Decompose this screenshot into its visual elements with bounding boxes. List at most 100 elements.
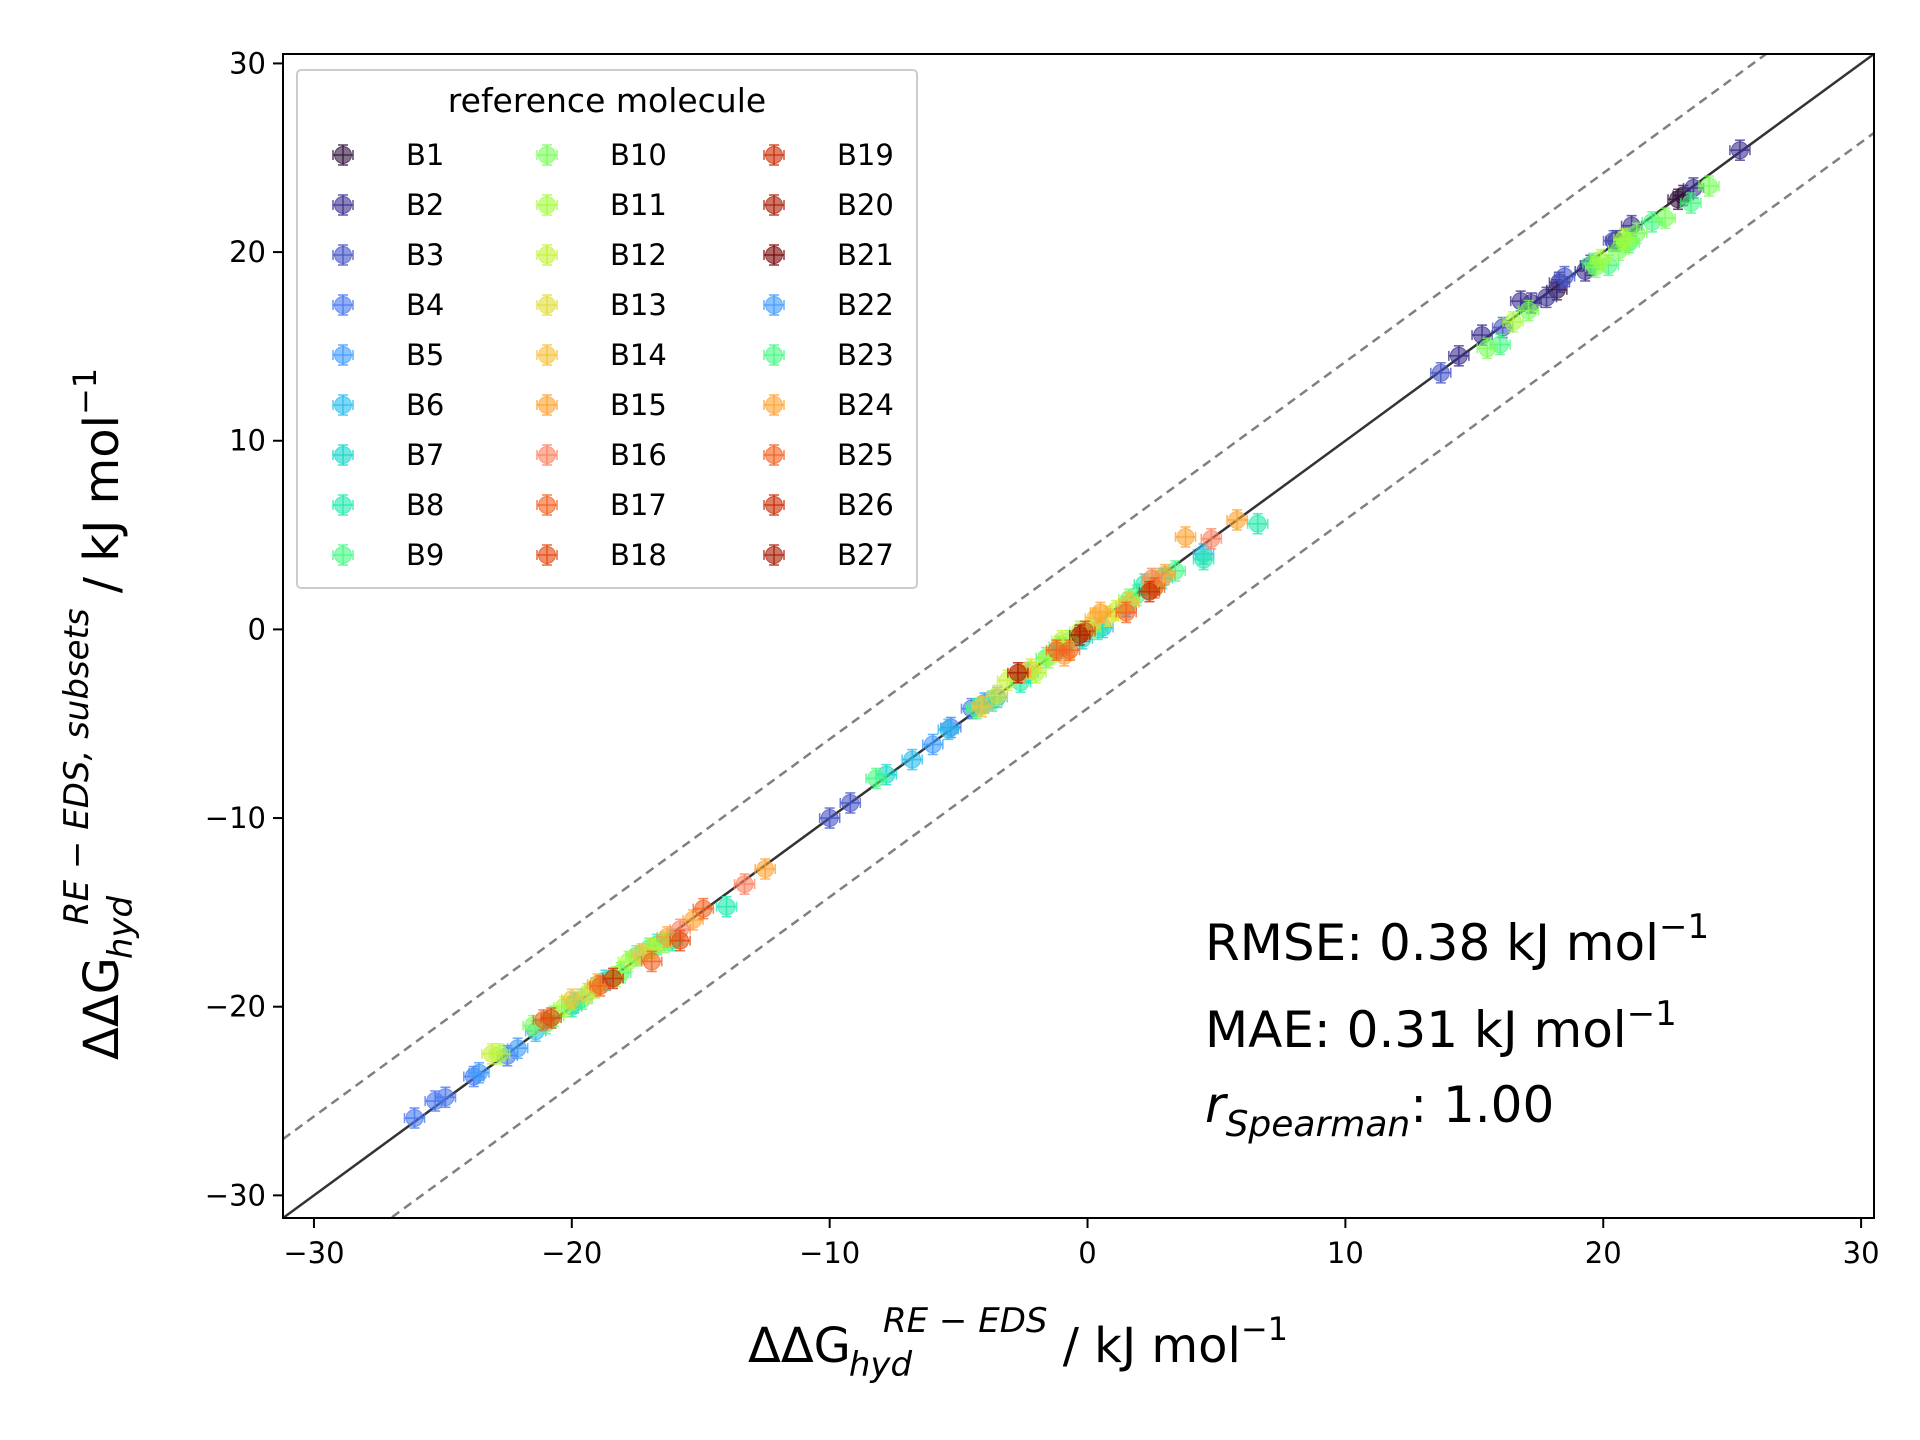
legend-marker-b17 [536,494,558,516]
x-tick-label: −10 [799,1236,860,1270]
point-b19 [971,695,993,718]
x-tick-label: 30 [1843,1236,1880,1270]
legend-label-b23: B23 [837,338,894,372]
point-b2 [1729,139,1751,162]
legend-marker-b13 [536,294,558,316]
legend-label-b13: B13 [610,288,667,322]
legend-label-b16: B16 [610,438,667,472]
legend-entry-b1: B1 [332,138,444,172]
legend-entry-b17: B17 [536,488,667,522]
point-b19 [561,988,583,1010]
legend-entries: B1 B2 B3 B4 B5 B6 B7 B8 B9 B10 B11 B12 B13 B14 B15 B16 B… [332,138,894,572]
point-b6 [937,718,960,741]
legend-entry-b10: B10 [536,138,667,172]
point-b2 [1535,286,1558,309]
x-tick-label: 10 [1327,1236,1364,1270]
legend-entry-b12: B12 [536,238,667,272]
legend-entry-b23: B23 [763,338,894,372]
legend-label-b21: B21 [837,238,894,272]
point-b27 [1007,661,1029,684]
legend-entry-b16: B16 [536,438,667,472]
point-b13 [1654,207,1676,229]
legend-marker-b5 [332,344,354,366]
x-axis-title: ΔΔGhydRE − EDS / kJ mol−1 [748,1301,1288,1385]
point-b20 [1089,601,1112,624]
point-b2 [1471,324,1493,346]
legend-marker-b10 [536,144,558,166]
stats-spearman: rSpearman: 1.00 [1205,1076,1554,1145]
legend-label-b2: B2 [406,188,444,222]
legend-entry-b14: B14 [536,338,667,372]
point-b6 [901,748,923,771]
legend-marker-b18 [536,544,558,566]
x-axis-title-unit: / kJ mol [1047,1318,1240,1374]
legend-entry-b13: B13 [536,288,667,322]
stats-spearman-sub: Spearman [1226,1104,1411,1145]
legend-label-b5: B5 [406,338,444,372]
ref-line-upper-bound [283,54,1769,1141]
point-b13 [1517,299,1540,322]
stats-rmse: RMSE: 0.38 kJ mol−1 [1205,907,1709,972]
legend-label-b26: B26 [837,488,894,522]
legend-label-b19: B19 [837,138,894,172]
legend-label-b7: B7 [406,438,444,472]
plot-frame [282,53,1875,1219]
point-b5 [922,733,944,756]
y-axis-title-sub: hyd [101,895,141,959]
point-b23 [692,897,715,920]
y-tick-label: 20 [229,235,266,269]
legend-entry-b19: B19 [763,138,894,172]
point-b11 [1680,192,1702,214]
point-b26 [602,967,624,990]
point-b21 [682,909,704,931]
y-tick-label: 30 [229,46,266,80]
point-b3 [1553,265,1576,288]
legend-label-b15: B15 [610,388,667,422]
y-axis-title-prefix: ΔΔG [74,957,130,1060]
legend-label-b12: B12 [610,238,667,272]
point-b17 [481,1043,503,1065]
data-points [403,139,1751,1129]
legend-frame [296,69,918,589]
point-b25 [540,1007,562,1029]
legend-label-b17: B17 [610,488,667,522]
legend-marker-b27 [763,544,785,566]
x-tick-label: 20 [1585,1236,1622,1270]
legend-title: reference molecule [448,81,766,120]
legend-marker-b21 [763,244,785,266]
y-tick-label: −20 [205,990,266,1024]
point-b8 [1246,512,1269,535]
point-b5 [468,1061,490,1084]
legend-label-b3: B3 [406,238,444,272]
legend-label-b22: B22 [837,288,894,322]
legend-entry-b6: B6 [332,388,444,422]
legend-label-b6: B6 [406,388,444,422]
y-tick-label: 0 [248,612,266,646]
stats-mae-text: MAE: 0.31 kJ mol [1205,1001,1627,1059]
legend-entry-b18: B18 [536,538,667,572]
legend-label-b10: B10 [610,138,667,172]
legend-label-b4: B4 [406,288,444,322]
point-b3 [839,792,862,814]
y-tick-label: 10 [229,424,266,458]
point-b24 [1115,601,1138,624]
point-b13 [1476,337,1499,360]
legend-label-b8: B8 [406,488,444,522]
legend-marker-b15 [536,394,558,416]
y-axis-title-unit: / kJ mol [74,415,130,608]
ref-line-lower-bound [388,131,1874,1218]
legend-entry-b22: B22 [763,288,894,322]
legend-marker-b22 [763,294,785,316]
x-axis-title-unit-sup: −1 [1241,1310,1288,1348]
point-b18 [986,684,1009,707]
x-axis-title-sub: hyd [849,1345,913,1385]
legend-marker-b23 [763,344,785,366]
legend-entry-b9: B9 [332,538,444,572]
legend-marker-b11 [536,194,558,216]
legend-entry-b20: B20 [763,188,894,222]
y-axis-title-sup: RE − EDS, subsets [57,608,97,925]
legend-marker-b26 [763,494,785,516]
point-b22 [1200,528,1223,550]
legend-entry-b15: B15 [536,388,667,422]
